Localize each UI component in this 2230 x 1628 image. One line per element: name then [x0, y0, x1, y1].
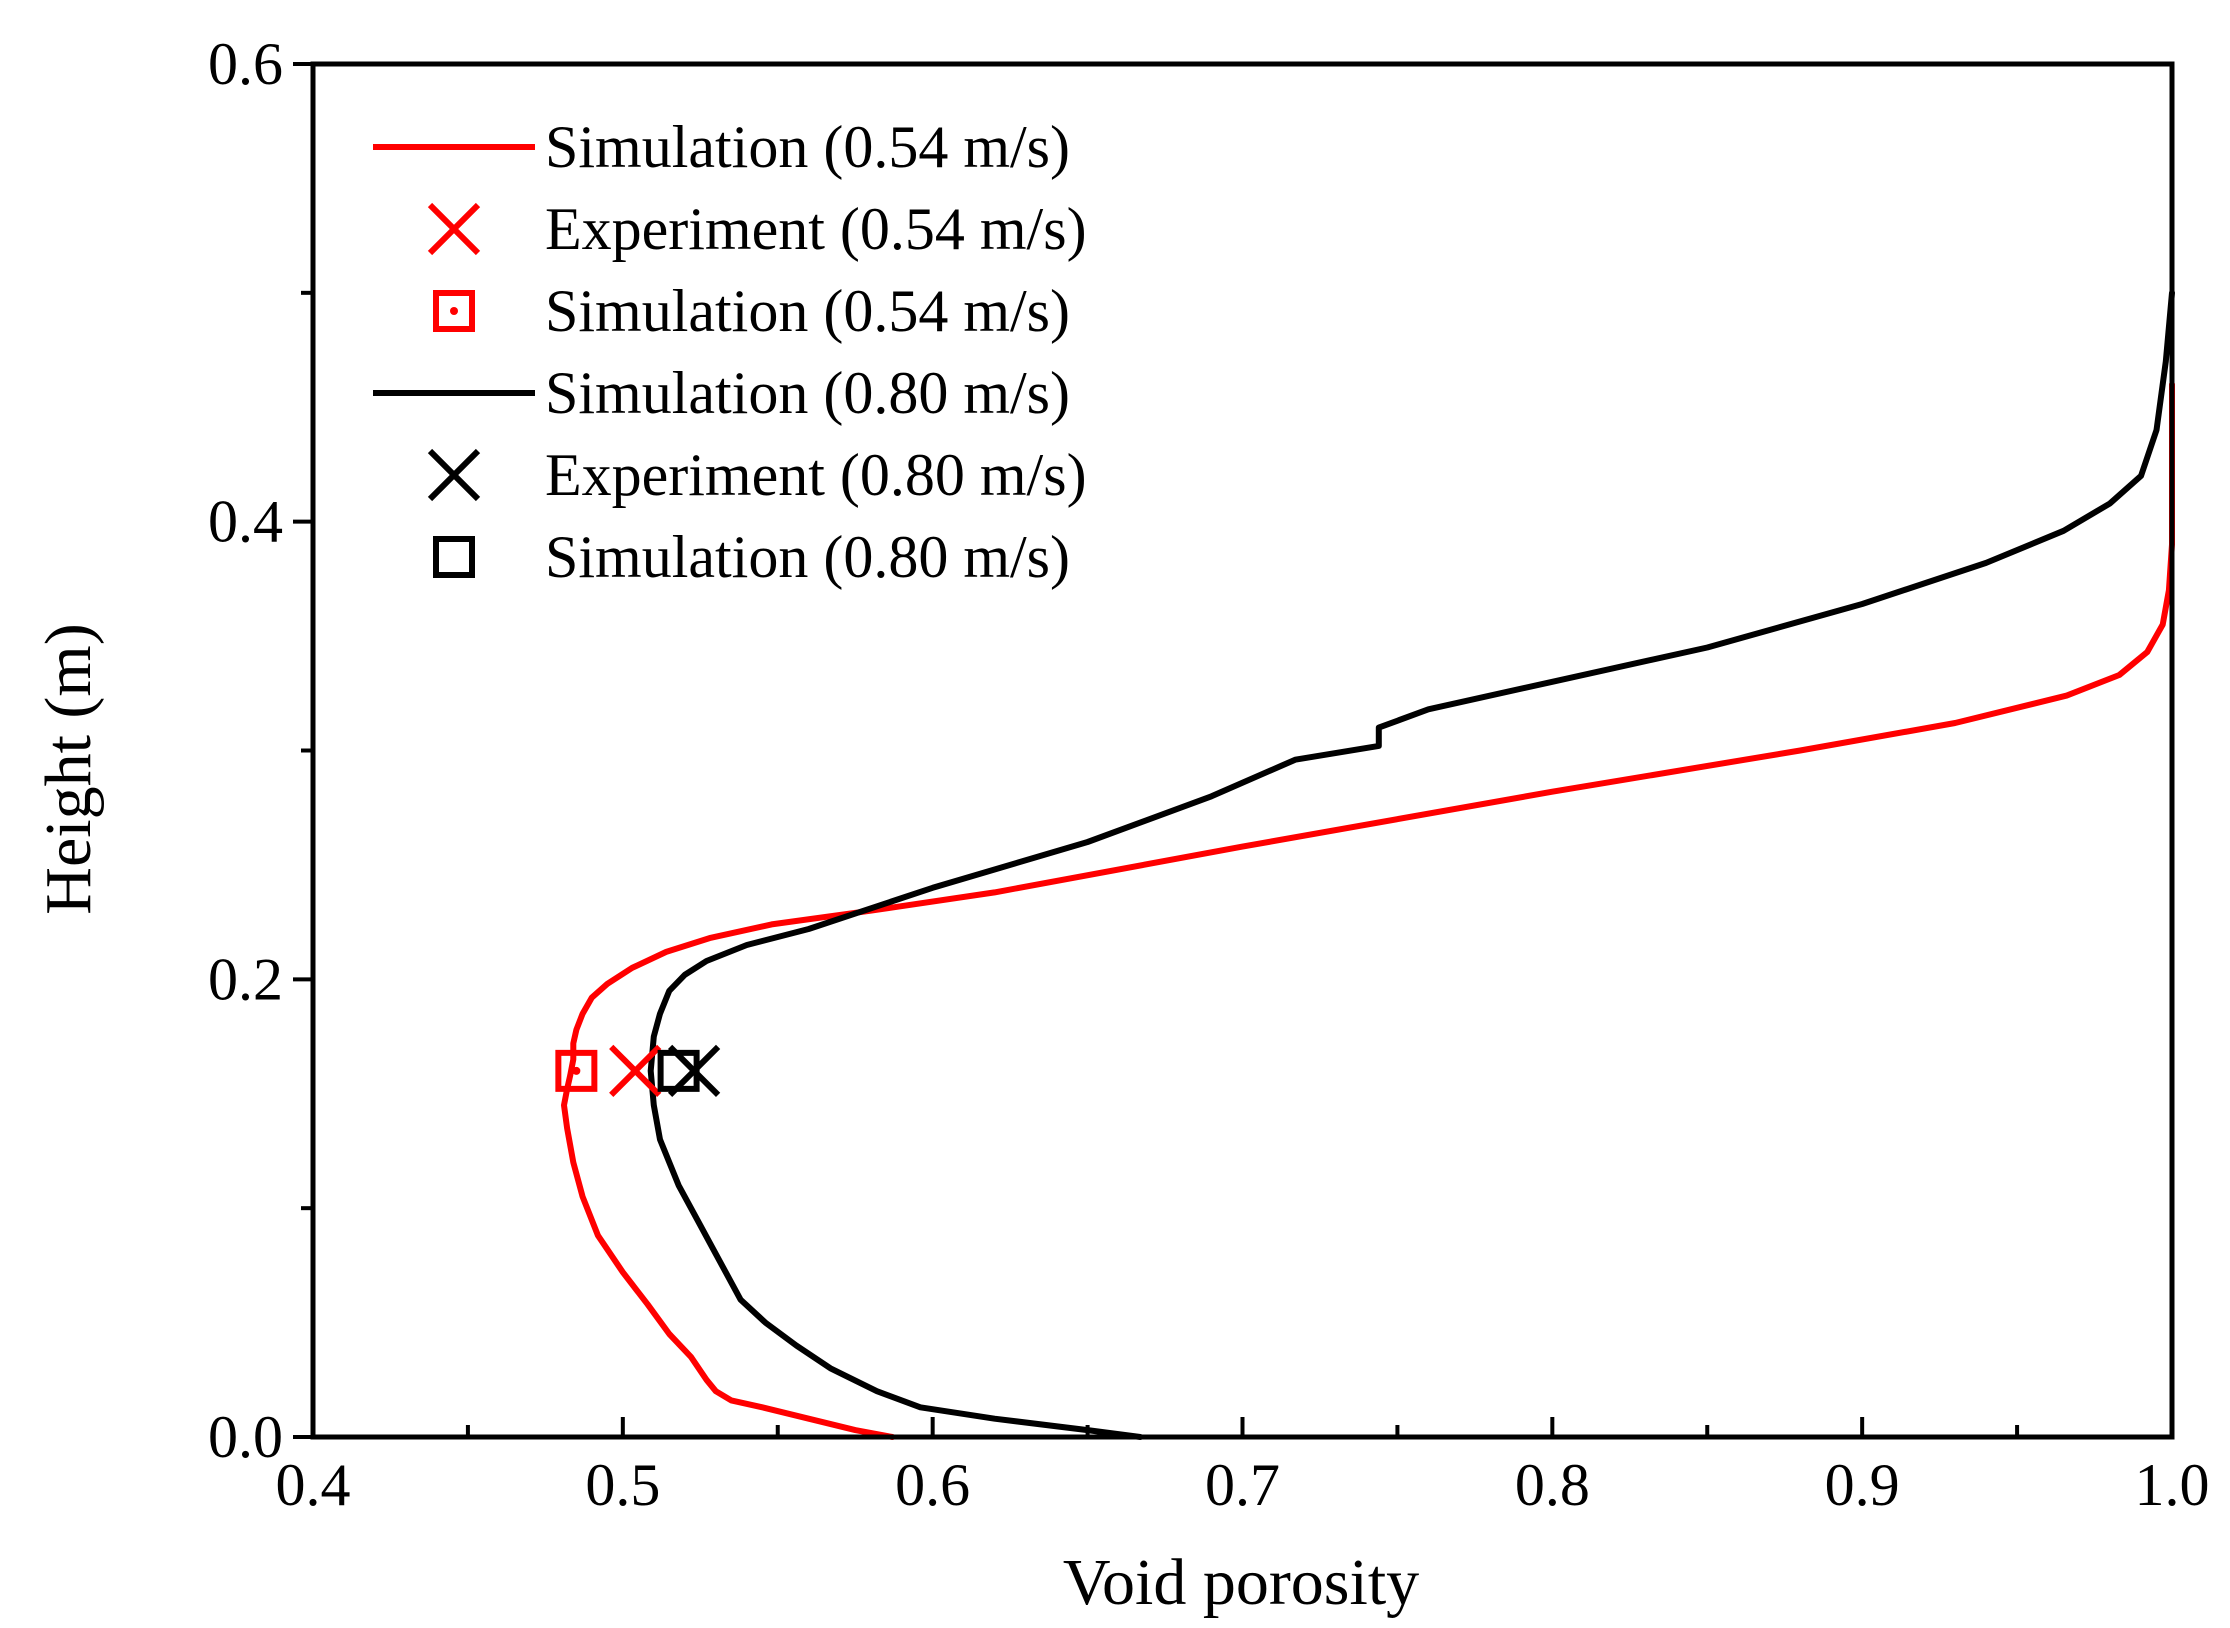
y-tick-label: 0.6 [208, 31, 283, 97]
axis-ticks [293, 62, 2174, 1439]
x-tick-labels: 0.4 0.5 0.6 0.7 0.8 0.9 1.0 [276, 1452, 2210, 1518]
legend-marker-symbol [427, 202, 481, 256]
data-lines [561, 289, 2175, 1440]
legend-item: Simulation (0.80 m/s) [433, 524, 1070, 590]
series-marker-2 [555, 1049, 598, 1092]
series-line-3 [647, 289, 2175, 1440]
legend-label: Experiment (0.54 m/s) [545, 196, 1087, 262]
legend-label: Simulation (0.54 m/s) [545, 114, 1070, 180]
series-marker-5 [657, 1049, 700, 1092]
legend: Simulation (0.54 m/s) Experiment (0.54 m/… [373, 114, 1087, 590]
y-tick-label: 0.2 [208, 946, 283, 1012]
x-tick-label: 1.0 [2135, 1452, 2210, 1518]
legend-item: Experiment (0.54 m/s) [427, 196, 1087, 262]
legend-label: Simulation (0.80 m/s) [545, 360, 1070, 426]
series-line-0 [561, 381, 2175, 1440]
legend-marker-symbol [433, 290, 475, 332]
legend-label: Experiment (0.80 m/s) [545, 442, 1087, 508]
series-marker-1 [609, 1044, 662, 1097]
legend-marker-symbol [427, 448, 481, 502]
legend-item: Simulation (0.54 m/s) [373, 114, 1070, 180]
x-tick-label: 0.6 [895, 1452, 970, 1518]
legend-label: Simulation (0.80 m/s) [545, 524, 1070, 590]
x-tick-label: 0.5 [585, 1452, 660, 1518]
x-tick-label: 0.4 [276, 1452, 351, 1518]
legend-marker-symbol [433, 536, 475, 578]
y-tick-labels: 0.0 0.2 0.4 0.6 [208, 31, 283, 1470]
plot-frame [310, 61, 2175, 1440]
y-tick-label: 0.4 [208, 489, 283, 555]
x-tick-label: 0.8 [1515, 1452, 1590, 1518]
y-tick-label: 0.0 [208, 1404, 283, 1470]
legend-item: Simulation (0.54 m/s) [433, 278, 1070, 344]
legend-item: Simulation (0.80 m/s) [373, 360, 1070, 426]
x-axis-label: Void porosity [1063, 1546, 1419, 1619]
y-axis-label: Height (m) [32, 623, 105, 914]
legend-item: Experiment (0.80 m/s) [427, 442, 1087, 508]
data-markers [555, 1044, 721, 1097]
x-tick-label: 0.9 [1825, 1452, 1900, 1518]
x-tick-label: 0.7 [1205, 1452, 1280, 1518]
legend-label: Simulation (0.54 m/s) [545, 278, 1070, 344]
